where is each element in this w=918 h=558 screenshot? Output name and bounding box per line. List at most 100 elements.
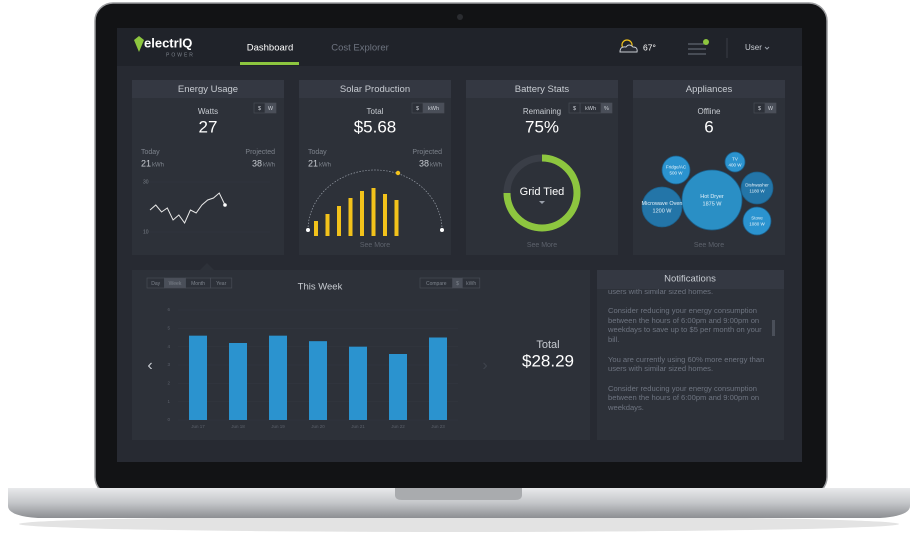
logo-sub: POWER	[166, 52, 195, 58]
toggle-label: kWh	[585, 106, 596, 112]
tab-label: Month	[191, 281, 205, 287]
projected-label: Projected	[412, 149, 442, 156]
x-tick-label: Jun 20	[311, 424, 325, 429]
metric-value: 6	[704, 117, 713, 136]
today-label: Today	[141, 149, 160, 156]
compare-toggle[interactable]	[462, 277, 481, 289]
solar-bar	[325, 214, 330, 236]
bar[interactable]	[189, 335, 207, 420]
card-header	[466, 80, 618, 98]
y-tick-label: 10	[143, 229, 149, 235]
sun	[395, 170, 401, 176]
appliance-bubble[interactable]	[681, 169, 743, 231]
chevron	[764, 46, 770, 50]
toggle-label: $	[758, 106, 761, 112]
bar[interactable]	[349, 346, 367, 420]
metric-value: 75%	[525, 117, 559, 136]
notifications-panel	[597, 270, 784, 440]
y-tick-label: 0	[167, 417, 170, 422]
solar-bar	[314, 221, 318, 236]
x-tick-label: Jun 23	[431, 424, 445, 429]
solar-bar	[394, 200, 399, 236]
nav-underline	[240, 62, 299, 65]
card-title: Solar Production	[340, 84, 410, 95]
gauge-fill	[503, 154, 581, 232]
toggle-label: W	[268, 106, 274, 112]
nav-tab[interactable]: Cost Explorer	[331, 43, 389, 54]
weekly-title: This Week	[298, 282, 343, 293]
today-value: 21	[141, 158, 151, 168]
bar[interactable]	[269, 335, 287, 420]
tab-label: Year	[216, 281, 226, 287]
appliance-bubble[interactable]	[661, 155, 691, 185]
toggle[interactable]	[411, 102, 424, 114]
toggle[interactable]	[568, 102, 581, 114]
appliance-bubble[interactable]	[742, 206, 772, 236]
metric-value: 27	[199, 117, 218, 136]
appliance-power: 1180 W	[749, 188, 765, 193]
appliance-power: 1080 W	[749, 221, 765, 226]
card-header	[299, 80, 451, 98]
x-tick-label: Jun 21	[351, 424, 365, 429]
camera	[457, 14, 463, 20]
y-tick-label: 3	[167, 362, 170, 367]
toggle-label: $	[416, 106, 419, 112]
appliance-name: Hot Dryer	[700, 194, 724, 200]
weather-icon	[619, 39, 638, 53]
appliance-name: TV	[732, 156, 738, 161]
toggle[interactable]	[253, 102, 266, 114]
solar-bar	[383, 194, 387, 236]
sun-arc	[307, 169, 443, 231]
projected-value: 38	[252, 158, 262, 168]
bar[interactable]	[389, 354, 407, 420]
solar-bar	[360, 191, 364, 236]
x-tick-label: Jun 17	[191, 424, 205, 429]
appliance-name: Microwave Oven	[642, 201, 683, 207]
bar[interactable]	[229, 343, 247, 420]
appliance-bubble[interactable]	[740, 171, 774, 205]
tab-label: Week	[169, 281, 182, 287]
unit: kWh	[319, 163, 331, 169]
toggle[interactable]	[753, 102, 766, 114]
appliance-name: Dishwasher	[745, 182, 769, 187]
appliance-name: Fridge/AC	[666, 164, 687, 169]
unit: kWh	[152, 163, 164, 169]
tab[interactable]	[210, 277, 233, 289]
solar-bar	[371, 188, 376, 236]
user-menu[interactable]: User	[745, 43, 762, 52]
solar-bar	[348, 198, 353, 236]
tab-label: Day	[151, 281, 160, 287]
prev-arrow[interactable]: ‹	[147, 357, 152, 374]
usage-line	[149, 192, 226, 224]
y-tick-label: 5	[167, 326, 170, 331]
appliance-power: 400 W	[728, 162, 742, 167]
metric-value: $5.68	[354, 117, 397, 136]
solar-bar	[337, 206, 341, 236]
today-label: Today	[308, 149, 327, 156]
laptop-base	[8, 488, 910, 518]
compare-label: Compare	[426, 281, 447, 287]
appliance-power: 500 W	[669, 170, 683, 175]
card-header	[633, 80, 785, 98]
bar[interactable]	[309, 341, 327, 420]
x-tick-label: Jun 22	[391, 424, 405, 429]
next-arrow[interactable]: ›	[482, 357, 487, 374]
appliance-bubble[interactable]	[724, 151, 746, 173]
see-more: See More	[360, 242, 390, 249]
see-more: See More	[527, 242, 557, 249]
toggle-label: W	[768, 106, 774, 112]
toggle-label: $	[573, 106, 576, 112]
appliance-bubble[interactable]	[641, 186, 683, 228]
notifications-title: Notifications	[664, 274, 716, 285]
total-value: $28.29	[522, 351, 574, 370]
menu-icon[interactable]	[688, 39, 709, 55]
y-tick-label: 1	[167, 399, 170, 404]
y-tick-label: 30	[143, 179, 149, 185]
appliance-power: 1875 W	[703, 201, 723, 207]
toggle-label: kWh	[428, 106, 439, 112]
nav-tab[interactable]: Dashboard	[247, 43, 293, 54]
card-title: Energy Usage	[178, 84, 238, 95]
logo: electrIQ	[144, 35, 192, 50]
bar[interactable]	[429, 337, 447, 421]
